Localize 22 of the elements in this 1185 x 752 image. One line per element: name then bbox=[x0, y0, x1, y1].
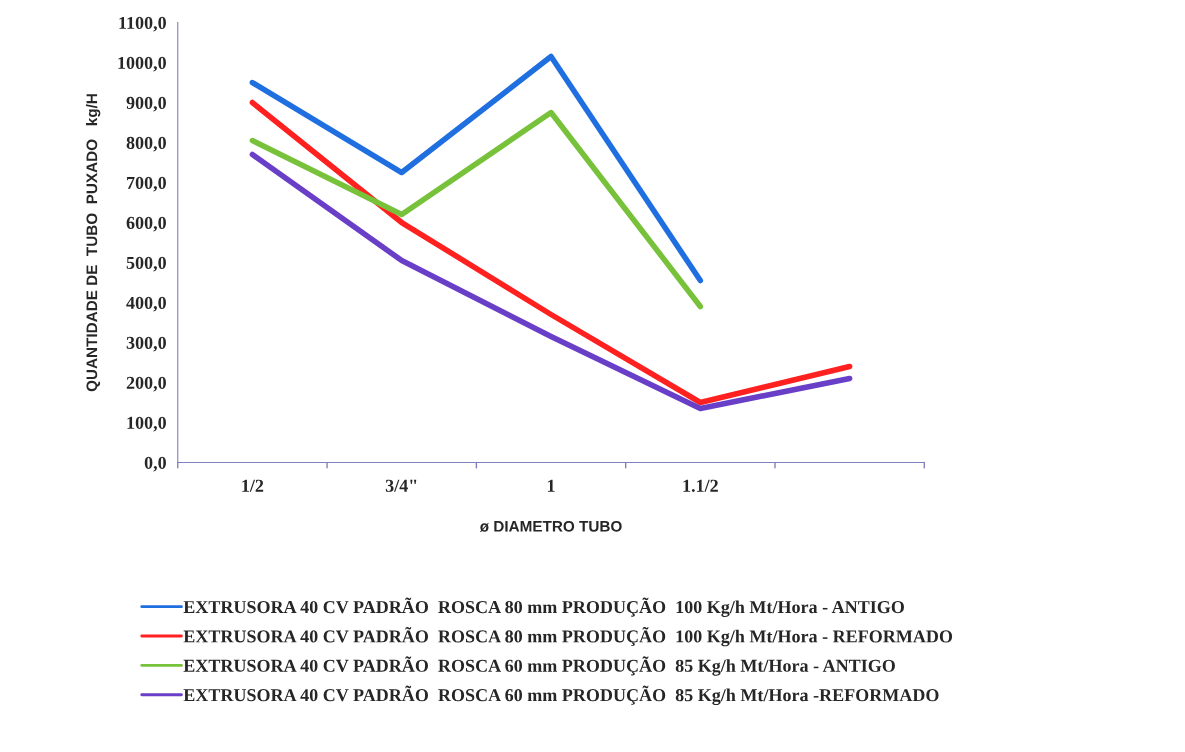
legend-label: EXTRUSORA 40 CV PADRÃO ROSCA 60 mm PRODUÇÃO 85 Kg/h Mt/Hora - ANTIGO bbox=[183, 656, 895, 676]
x-tick-label: 1.1/2 bbox=[683, 479, 718, 492]
x-tick-label: 1 bbox=[547, 479, 555, 492]
y-tick-label: 700,0 bbox=[127, 176, 166, 192]
y-tick-label: 500,0 bbox=[126, 256, 166, 272]
x-tick-label: 3/4" bbox=[385, 479, 417, 492]
y-tick-label: 1100,0 bbox=[119, 16, 166, 32]
y-tick-label: 300,0 bbox=[126, 336, 166, 352]
y-tick-label: 400,0 bbox=[126, 296, 166, 312]
legend-label: EXTRUSORA 40 CV PADRÃO ROSCA 80 mm PRODUÇÃO 100 Kg/h Mt/Hora - REFORMADO bbox=[183, 626, 953, 647]
y-tick-label: 900,0 bbox=[126, 96, 166, 112]
y-tick-label: 0,0 bbox=[144, 456, 166, 472]
x-tick-label: 1/2 bbox=[242, 479, 264, 492]
legend-label: EXTRUSORA 40 CV PADRÃO ROSCA 80 mm PRODUÇÃO 100 Kg/h Mt/Hora - ANTIGO bbox=[183, 597, 904, 617]
x-axis-title: ø DIAMETRO TUBO bbox=[479, 520, 622, 532]
y-tick-label: 100,0 bbox=[127, 416, 166, 432]
y-tick-label: 200,0 bbox=[126, 376, 166, 392]
legend-label: EXTRUSORA 40 CV PADRÃO ROSCA 60 mm PRODUÇÃO 85 Kg/h Mt/Hora -REFORMADO bbox=[183, 685, 939, 706]
y-tick-label: 800,0 bbox=[126, 136, 166, 152]
y-tick-label: 600,0 bbox=[126, 216, 166, 232]
y-axis-title: QUANTIDADE DE TUBO PUXADO kg/H bbox=[86, 94, 101, 392]
y-tick-label: 1000,0 bbox=[118, 56, 166, 72]
